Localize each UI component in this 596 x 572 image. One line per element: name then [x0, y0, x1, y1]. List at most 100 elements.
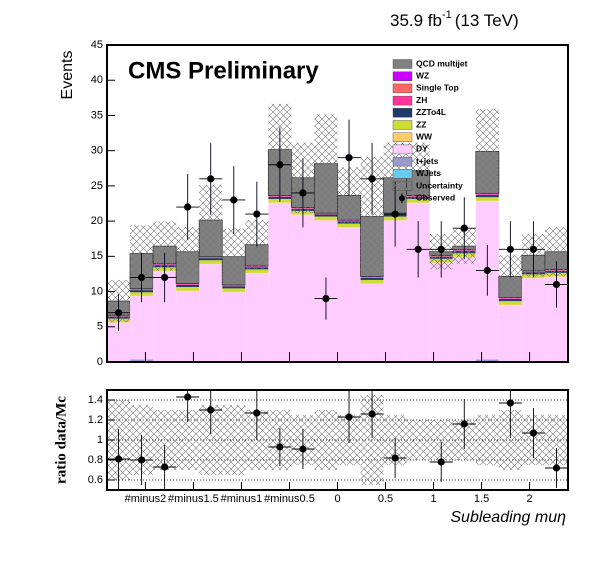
stack-segment: [360, 283, 384, 362]
uncertainty-band: [153, 221, 177, 271]
stack-segment: [360, 277, 384, 280]
legend-swatch: [392, 156, 413, 167]
y-tick-label: 5: [97, 321, 103, 333]
stack-segment: [199, 258, 223, 261]
stack-segment: [544, 276, 568, 362]
ratio-band: [199, 405, 223, 475]
y-tick-label: 20: [91, 215, 103, 227]
uncertainty-band: [314, 114, 338, 214]
legend-label: WJets: [416, 168, 441, 178]
observed-point: [137, 273, 146, 282]
ratio-point: [253, 409, 261, 417]
observed-point: [552, 280, 561, 289]
legend-label: t+jets: [416, 156, 439, 166]
uncertainty-band: [222, 228, 246, 285]
y-tick-label: 0: [97, 356, 103, 368]
stack-segment: [337, 223, 361, 228]
y-tick-label: 0.8: [88, 454, 103, 466]
observed-point: [529, 245, 538, 253]
observed-point: [368, 175, 376, 183]
stack-segment: [475, 359, 499, 362]
main-plot: [107, 103, 568, 362]
y-axis-label: Events: [59, 51, 76, 100]
stack-segment: [314, 214, 338, 217]
stack-segment: [498, 298, 522, 302]
observed-point: [506, 245, 514, 253]
x-tick-label: 0: [334, 493, 340, 505]
frame: [106, 44, 569, 363]
observed-point: [161, 273, 169, 282]
stack-segment: [222, 292, 246, 362]
observed-point: [345, 154, 353, 162]
ratio-point: [345, 413, 353, 421]
ratio-point: [114, 455, 123, 463]
observed-point: [207, 175, 215, 183]
x-tick-label: 2: [527, 493, 533, 505]
stack-segment: [314, 216, 338, 221]
ratio-band: [475, 415, 499, 465]
ratio-point: [460, 420, 468, 428]
ratio-point: [506, 399, 514, 407]
ratio-band: [429, 420, 453, 460]
stack-segment: [222, 286, 246, 289]
ratio-point: [184, 393, 192, 401]
legend-label: WW: [416, 131, 433, 141]
stack-segment: [199, 264, 223, 362]
y-tick-label: 15: [91, 250, 103, 262]
legend-swatch: [392, 83, 413, 94]
ratio-point: [137, 456, 146, 464]
legend-swatch: [392, 71, 413, 81]
x-tick-label: #minus0.5: [264, 493, 315, 505]
y-tick-label: 0.6: [88, 474, 103, 486]
uncertainty-band: [544, 227, 568, 277]
ratio-plot: [107, 390, 568, 489]
stack-segment: [130, 296, 154, 360]
frame: [106, 389, 569, 491]
stack-segment: [153, 271, 177, 362]
ratio-point: [276, 443, 284, 451]
uncertainty-band: [360, 156, 384, 277]
lumi-sup: -1: [442, 9, 452, 21]
y-tick-label: 1.4: [88, 394, 103, 406]
x-tick-label: #minus1.5: [168, 493, 219, 505]
legend-swatch: [392, 181, 413, 191]
stack-segment: [222, 288, 246, 292]
ratio-axis-label: ratio data/Mc: [53, 396, 69, 484]
stack-segment: [406, 198, 430, 203]
y-tick-label: 35: [91, 109, 103, 121]
y-tick-label: 30: [91, 145, 103, 157]
legend-label: WZ: [416, 70, 429, 80]
ratio-band: [360, 395, 384, 485]
x-tick-label: 0.5: [378, 493, 393, 505]
ratio-point: [299, 445, 307, 453]
stack-segment: [176, 284, 200, 287]
stack-segment: [360, 279, 384, 284]
ratio-band: [314, 410, 338, 470]
legend-swatch: [392, 108, 413, 118]
observed-point: [114, 309, 123, 317]
legend-swatch: [392, 120, 413, 130]
observed-point: [460, 224, 468, 232]
legend-label: DY: [416, 144, 428, 154]
energy: (13 TeV): [455, 11, 519, 30]
legend-label: ZZTo4L: [416, 107, 446, 117]
ratio-band: [406, 420, 430, 460]
uncertainty-band: [406, 142, 430, 199]
x-axis-label: Subleading muη: [450, 509, 566, 526]
legend-label: ZH: [416, 95, 427, 105]
ratio-point: [368, 410, 376, 418]
ratio-point: [552, 464, 561, 472]
legend-swatch: [392, 132, 413, 142]
stack-segment: [521, 278, 545, 362]
lumi: 35.9 fb: [390, 11, 442, 30]
uncertainty-band: [199, 184, 223, 256]
observed-point: [414, 245, 422, 253]
observed-point: [391, 210, 399, 218]
y-tick-label: 40: [91, 74, 103, 86]
stack-segment: [291, 214, 315, 362]
cms-label: CMS Preliminary: [128, 57, 319, 84]
legend-swatch: [392, 144, 413, 155]
x-tick-label: #minus2: [125, 493, 167, 505]
stack-segment: [498, 301, 522, 305]
stack-segment: [337, 227, 361, 362]
